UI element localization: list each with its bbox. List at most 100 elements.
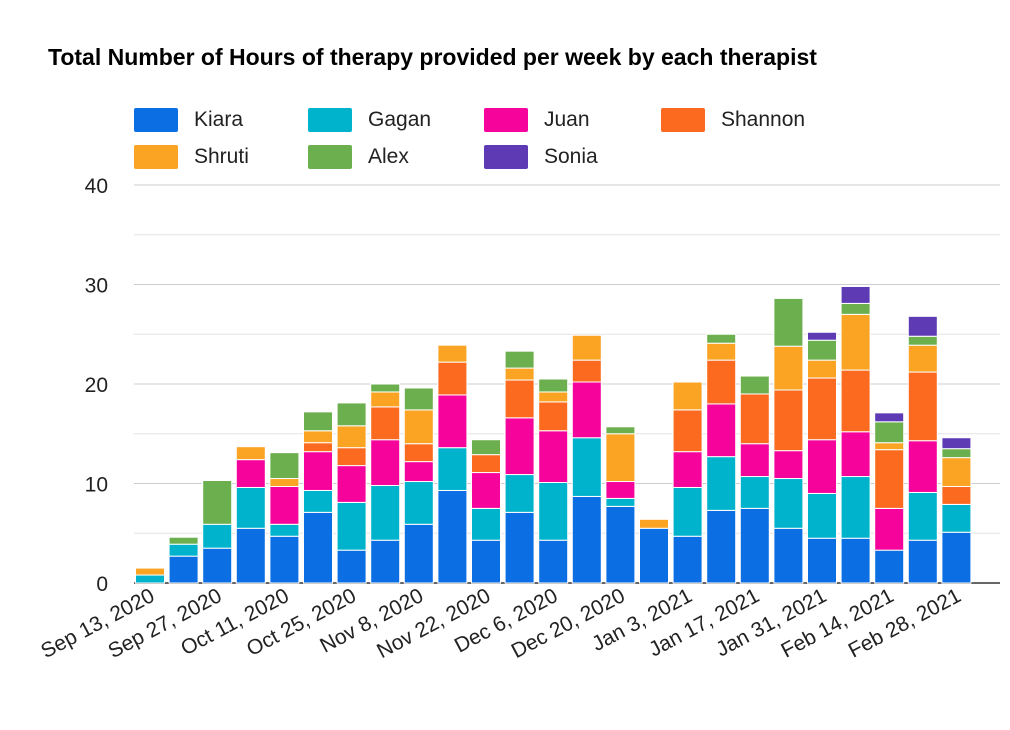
bar-alex [907, 335, 938, 346]
bar-kiara [739, 507, 770, 584]
legend-swatch [484, 108, 528, 132]
bar-shruti [807, 359, 837, 379]
bar-shruti [370, 391, 401, 408]
bar-shruti [336, 425, 367, 449]
bar-gagan [907, 491, 938, 541]
bar-gagan [235, 486, 266, 529]
bar-shruti [907, 344, 938, 373]
bar-shannon [538, 401, 569, 432]
bar-shruti [538, 391, 569, 403]
bar-juan [739, 443, 770, 478]
bar-alex [168, 536, 199, 545]
bar-gagan [269, 523, 300, 537]
bar-juan [269, 485, 300, 525]
bar-alex [269, 452, 300, 480]
bar-shruti [235, 446, 266, 461]
bar-gagan [135, 574, 165, 584]
bar-gagan [168, 543, 199, 557]
bar-kiara [168, 555, 199, 584]
bar-kiara [773, 527, 804, 584]
bar-kiara [571, 495, 602, 584]
legend-label: Sonia [544, 145, 598, 168]
bar-gagan [471, 507, 501, 541]
bar-sonia [840, 285, 871, 304]
bar-juan [706, 403, 737, 458]
bar-gagan [941, 503, 972, 533]
bar-juan [235, 459, 266, 488]
bar-juan [370, 439, 401, 486]
legend-item-kiara: Kiara [134, 107, 243, 133]
bar-shannon [336, 447, 367, 467]
bar-alex [303, 411, 333, 432]
bar-gagan [840, 476, 871, 539]
bar-kiara [639, 527, 669, 584]
bar-alex [336, 402, 367, 427]
bar-shannon [303, 442, 333, 453]
bar-shruti [135, 567, 165, 576]
bar-kiara [336, 549, 367, 584]
bar-shruti [672, 381, 703, 411]
bar-juan [840, 431, 871, 478]
bar-juan [336, 465, 367, 503]
bar-alex [807, 339, 837, 361]
bar-shannon [874, 449, 905, 509]
bar-shruti [941, 457, 972, 487]
legend-label: Kiara [194, 108, 244, 131]
bar-gagan [504, 474, 535, 513]
bar-juan [907, 440, 938, 493]
bar-shruti [773, 345, 804, 391]
bar-kiara [807, 537, 837, 584]
bar-juan [303, 451, 333, 491]
bar-juan [571, 381, 602, 439]
legend-swatch [134, 145, 178, 169]
bar-juan [605, 481, 636, 499]
bar-alex [840, 302, 871, 315]
bar-shruti [403, 409, 434, 445]
bar-gagan [336, 501, 367, 551]
legend-item-shannon: Shannon [661, 107, 805, 133]
bar-shannon [571, 359, 602, 383]
bar-shannon [437, 361, 468, 396]
y-tick-label: 40 [85, 175, 108, 198]
bar-kiara [907, 539, 938, 584]
legend-item-gagan: Gagan [308, 107, 431, 133]
bar-juan [437, 394, 468, 449]
bar-gagan [303, 489, 333, 513]
y-tick-label: 0 [96, 573, 108, 596]
bar-kiara [235, 527, 266, 584]
bar-gagan [403, 481, 434, 525]
bar-kiara [437, 489, 468, 584]
bar-shannon [672, 409, 703, 453]
legend-swatch [661, 108, 705, 132]
bar-juan [672, 451, 703, 488]
bar-gagan [773, 478, 804, 529]
bar-alex [403, 387, 434, 411]
y-tick-label: 30 [85, 275, 108, 298]
bar-alex [941, 448, 972, 459]
legend-item-shruti: Shruti [134, 144, 249, 170]
bar-shannon [706, 359, 737, 405]
bar-alex [605, 426, 636, 435]
bar-alex [370, 383, 401, 393]
bar-shannon [739, 393, 770, 445]
bar-kiara [370, 539, 401, 584]
bar-kiara [706, 509, 737, 584]
bar-gagan [807, 492, 837, 539]
bar-kiara [538, 539, 569, 584]
bar-shannon [840, 369, 871, 433]
legend-swatch [134, 108, 178, 132]
legend-label: Gagan [368, 108, 432, 131]
bar-juan [773, 450, 804, 480]
bar-kiara [303, 511, 333, 584]
legend-label: Shruti [194, 145, 249, 168]
bar-gagan [370, 484, 401, 541]
bar-alex [202, 480, 233, 525]
bar-sonia [807, 331, 837, 341]
chart-title: Total Number of Hours of therapy provide… [48, 44, 817, 70]
legend-item-alex: Alex [308, 144, 409, 170]
bar-kiara [941, 531, 972, 584]
bar-kiara [874, 549, 905, 584]
bar-shannon [941, 485, 972, 505]
bar-alex [874, 421, 905, 444]
